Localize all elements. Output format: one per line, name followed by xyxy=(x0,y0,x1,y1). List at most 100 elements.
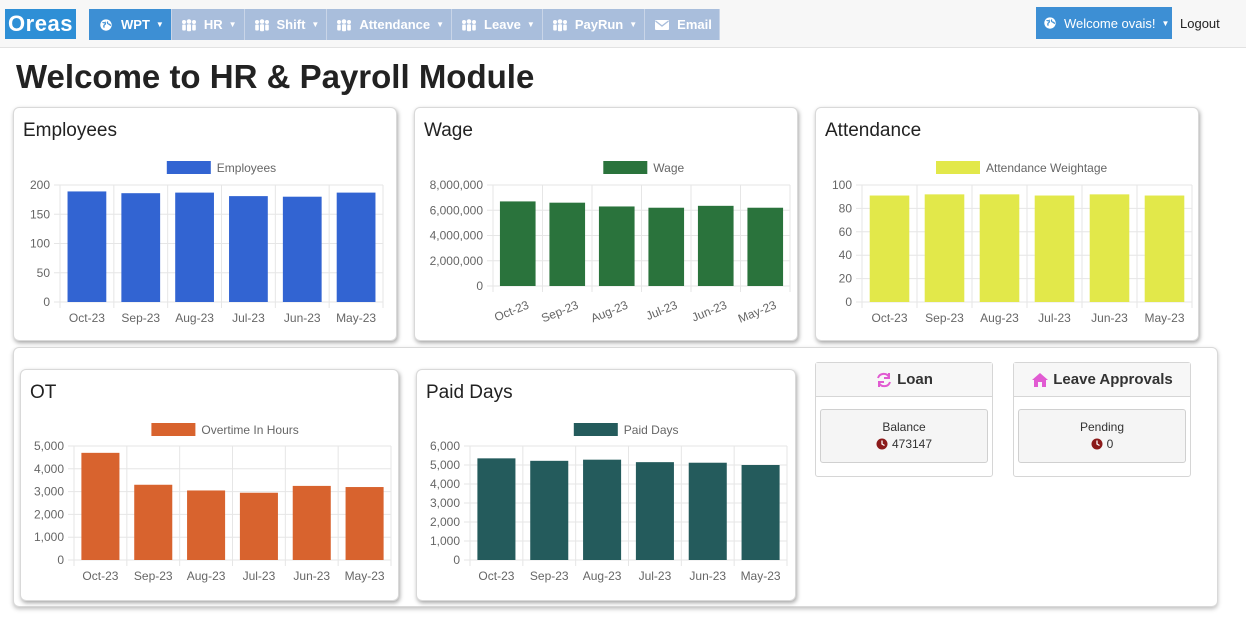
leave-pending-value: 0 xyxy=(1106,437,1114,451)
ot-bar[interactable] xyxy=(81,452,120,560)
employees-bar[interactable] xyxy=(229,196,268,302)
refresh-icon xyxy=(877,372,892,387)
logout-link[interactable]: Logout xyxy=(1180,16,1220,31)
user-menu-button[interactable]: Welcome ovais! ▼ xyxy=(1036,7,1172,39)
users-icon xyxy=(254,18,269,31)
employees-bar[interactable] xyxy=(67,191,107,302)
app-logo[interactable]: Oreas xyxy=(5,9,76,39)
ot-bar[interactable] xyxy=(239,492,278,560)
ot-bar[interactable] xyxy=(292,485,331,560)
employees-legend-label: Employees xyxy=(217,161,276,175)
wage-card: Wage Wage 0 2,000,000 4,000,000 6,000,000 8,0… xyxy=(414,107,798,341)
wage-bar[interactable] xyxy=(549,202,586,286)
attendance-chart: Attendance Weightage 0 20 40 60 80 100 Oct-23 Se… xyxy=(832,161,1193,325)
menu-leave-label: Leave xyxy=(484,17,521,32)
ot-bar[interactable] xyxy=(345,487,384,560)
leave-approvals-header: Leave Approvals xyxy=(1014,363,1190,397)
globe-icon xyxy=(100,18,112,31)
paid_days-bar[interactable] xyxy=(688,462,727,560)
ot-legend-label: Overtime In Hours xyxy=(201,423,298,437)
loan-balance-value-row: 473147 xyxy=(821,437,987,451)
ot-x-tick-label: Oct-23 xyxy=(82,569,118,583)
ot-y-tick-label: 0 xyxy=(57,553,64,567)
clock-icon xyxy=(876,438,888,450)
employees-legend-swatch[interactable] xyxy=(166,161,211,174)
menu-attendance-label: Attendance xyxy=(359,17,431,32)
wage-x-tick-label: Sep-23 xyxy=(539,298,580,326)
wage-x-tick-label: Jun-23 xyxy=(690,298,730,325)
employees-x-tick-label: Sep-23 xyxy=(121,311,160,325)
wage-card-title: Wage xyxy=(424,120,473,141)
menu-attendance[interactable]: Attendance ▼ xyxy=(327,9,453,40)
wage-bar[interactable] xyxy=(499,201,536,286)
employees-bar[interactable] xyxy=(175,192,214,302)
leave-pending-label: Pending xyxy=(1079,420,1125,434)
employees-bar[interactable] xyxy=(121,193,161,302)
wage-bar[interactable] xyxy=(747,207,784,286)
menu-wpt[interactable]: WPT ▼ xyxy=(89,9,172,40)
attendance-legend-label: Attendance Weightage xyxy=(986,161,1108,175)
menu-payrun[interactable]: PayRun ▼ xyxy=(542,9,646,40)
paid_days-x-tick-label: Jun-23 xyxy=(689,569,726,583)
attendance-y-tick-label: 20 xyxy=(839,272,853,286)
attendance-bar[interactable] xyxy=(924,194,965,302)
paid_days-y-tick-label: 5,000 xyxy=(430,458,460,472)
attendance-y-tick-label: 60 xyxy=(839,225,853,239)
employees-bar[interactable] xyxy=(282,196,322,302)
wage-y-tick-label: 4,000,000 xyxy=(430,229,484,243)
paid_days-y-tick-label: 0 xyxy=(453,553,460,567)
paid_days-legend-swatch[interactable] xyxy=(573,423,618,436)
loan-balance-box[interactable]: Balance 473147 xyxy=(820,409,988,463)
attendance-bar[interactable] xyxy=(869,195,910,302)
wage-legend-swatch[interactable] xyxy=(603,161,648,174)
paid_days-bar[interactable] xyxy=(635,462,674,560)
paid-days-card: Paid Days Paid Days 0 1,000 2,000 3,000 4,000… xyxy=(416,369,796,601)
paid_days-bar[interactable] xyxy=(530,460,569,560)
menu-wpt-label: WPT xyxy=(121,17,150,32)
chevron-down-icon: ▼ xyxy=(629,20,638,29)
employees-x-tick-label: May-23 xyxy=(336,311,376,325)
ot-card: OT Overtime In Hours 0 1,000 2,000 3,000 4,00… xyxy=(20,369,399,601)
attendance-bar[interactable] xyxy=(1144,195,1185,302)
ot-legend-swatch[interactable] xyxy=(151,423,196,436)
ot-x-tick-label: Sep-23 xyxy=(134,569,173,583)
paid_days-bar[interactable] xyxy=(583,459,622,560)
wage-bar[interactable] xyxy=(697,205,734,286)
employees-y-tick-label: 150 xyxy=(30,207,50,221)
wage-x-tick-label: May-23 xyxy=(736,298,779,326)
chevron-down-icon: ▼ xyxy=(311,20,320,29)
wage-x-tick-label: Jul-23 xyxy=(644,298,680,323)
employees-bar[interactable] xyxy=(336,192,376,302)
attendance-x-tick-label: Jun-23 xyxy=(1091,311,1128,325)
wage-x-tick-label: Aug-23 xyxy=(589,298,630,326)
employees-x-tick-label: Jul-23 xyxy=(232,311,265,325)
ot-bar[interactable] xyxy=(134,484,173,560)
employees-y-tick-label: 200 xyxy=(30,178,50,192)
attendance-x-tick-label: Jul-23 xyxy=(1038,311,1071,325)
attendance-bar[interactable] xyxy=(979,194,1020,302)
paid_days-y-tick-label: 3,000 xyxy=(430,496,460,510)
paid_days-bar[interactable] xyxy=(477,458,516,560)
paid_days-x-tick-label: Oct-23 xyxy=(478,569,514,583)
attendance-x-tick-label: Oct-23 xyxy=(871,311,907,325)
ot-y-tick-label: 2,000 xyxy=(34,507,64,521)
leave-pending-box[interactable]: Pending 0 xyxy=(1018,409,1186,463)
paid_days-y-tick-label: 2,000 xyxy=(430,515,460,529)
page-title: Welcome to HR & Payroll Module xyxy=(16,58,535,95)
ot-y-tick-label: 4,000 xyxy=(34,462,64,476)
menu-leave[interactable]: Leave ▼ xyxy=(452,9,543,40)
ot-bar[interactable] xyxy=(187,490,226,560)
menu-hr[interactable]: HR ▼ xyxy=(171,9,245,40)
attendance-legend-swatch[interactable] xyxy=(936,161,980,174)
menu-email[interactable]: Email xyxy=(645,9,720,40)
attendance-bar[interactable] xyxy=(1034,195,1075,302)
paid_days-bar[interactable] xyxy=(741,465,780,560)
paid_days-y-tick-label: 1,000 xyxy=(430,534,460,548)
menu-shift[interactable]: Shift ▼ xyxy=(244,9,328,40)
paid_days-x-tick-label: Jul-23 xyxy=(639,569,672,583)
attendance-y-tick-label: 40 xyxy=(839,248,853,262)
wage-bar[interactable] xyxy=(598,206,635,286)
paid_days-y-tick-label: 4,000 xyxy=(430,477,460,491)
wage-bar[interactable] xyxy=(648,207,685,286)
attendance-bar[interactable] xyxy=(1089,194,1130,302)
